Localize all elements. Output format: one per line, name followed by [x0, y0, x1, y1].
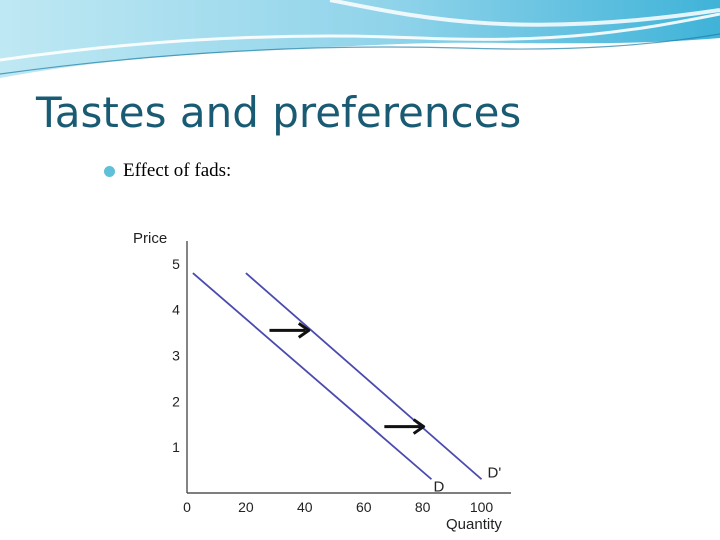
y-tick-label: 5: [172, 256, 180, 272]
x-tick-label: 60: [356, 499, 372, 515]
x-tick-label: 100: [470, 499, 494, 515]
shift-arrow-icon: [269, 322, 311, 339]
curve-label-2: D': [488, 464, 502, 481]
shift-arrow-head: [412, 418, 426, 435]
chart-canvas: Price Quantity 0 20 40 60 80 100 1 2 3 4 5 D D': [133, 230, 511, 533]
demand-curve-2: [245, 272, 483, 480]
x-tick-label: 0: [183, 499, 191, 515]
header-banner: [0, 0, 720, 78]
slide-title: Tastes and preferences: [36, 88, 522, 137]
y-tick-label: 1: [172, 439, 180, 455]
y-axis-label: Price: [133, 230, 167, 247]
bullet-text: Effect of fads:: [123, 160, 232, 181]
shift-arrow-head: [297, 322, 311, 339]
y-tick-label: 2: [172, 393, 180, 409]
y-tick-label: 3: [172, 348, 180, 364]
x-axis-label: Quantity: [446, 516, 502, 533]
demand-curve-1: [192, 272, 433, 480]
demand-shift-chart: Price Quantity 0 20 40 60 80 100 1 2 3 4 5 D D': [103, 220, 525, 538]
bullet-dot-icon: [104, 165, 115, 177]
y-tick-label: 4: [172, 302, 180, 318]
x-tick-label: 20: [238, 499, 254, 515]
bullet-item: Effect of fads:: [104, 160, 231, 182]
curve-label-1: D: [433, 478, 444, 495]
shift-arrow-icon: [384, 418, 426, 435]
x-tick-label: 80: [415, 499, 431, 515]
x-tick-label: 40: [297, 499, 313, 515]
